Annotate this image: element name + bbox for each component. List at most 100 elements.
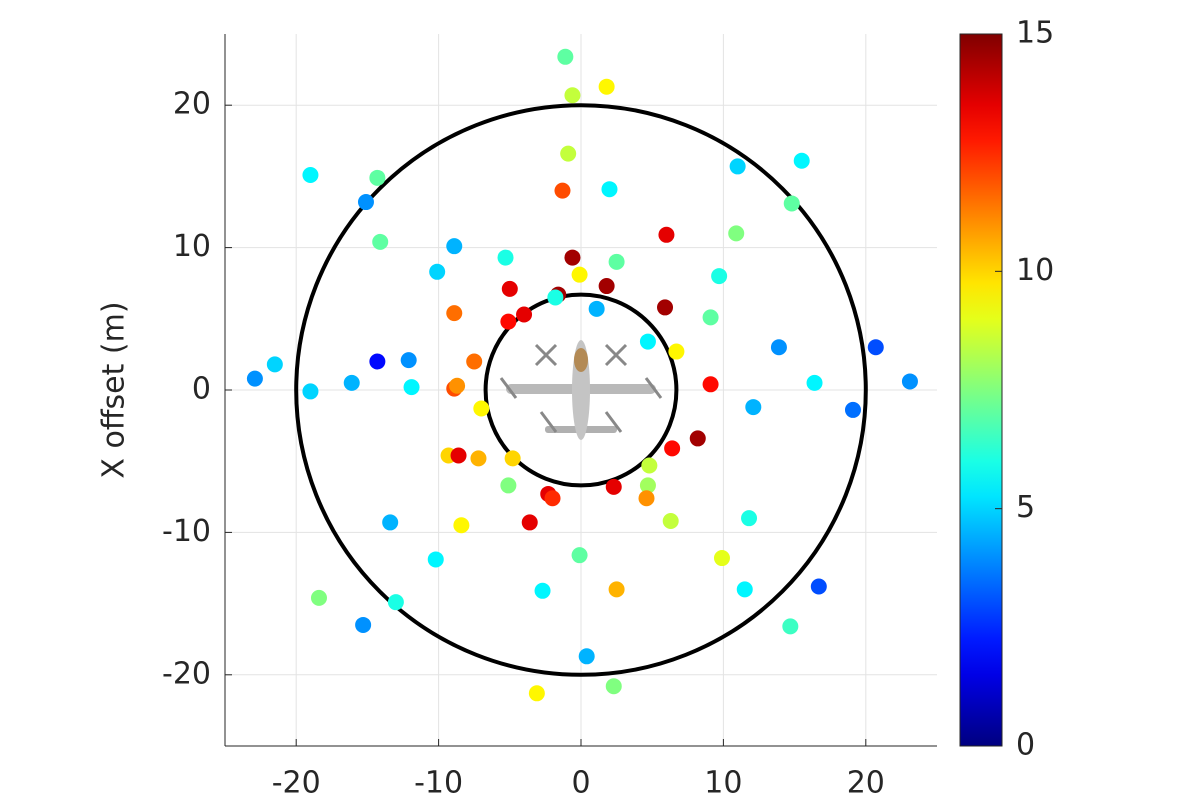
ring [483, 292, 679, 488]
point [657, 299, 674, 316]
point [403, 379, 420, 396]
point [449, 377, 466, 394]
point [382, 514, 399, 531]
point [473, 400, 490, 417]
point [302, 166, 319, 183]
point [729, 158, 746, 175]
point [564, 249, 581, 266]
point [544, 490, 561, 507]
y-axis-label: X offset (m) [97, 301, 132, 478]
point [844, 401, 861, 418]
x-tick-label: 10 [704, 766, 742, 801]
point [446, 305, 463, 322]
point [605, 678, 622, 695]
point [639, 333, 656, 350]
point [601, 181, 618, 198]
point [806, 374, 823, 391]
point [668, 343, 685, 360]
y-tick-label: -10 [162, 514, 211, 549]
rings [294, 103, 868, 677]
ticks: -20 -10 0 10 20 -20 -10 0 10 20 [162, 87, 885, 801]
point [638, 490, 655, 507]
point [745, 399, 762, 416]
point [560, 145, 577, 162]
point [608, 253, 625, 270]
point [728, 225, 745, 242]
point [658, 226, 675, 243]
points [246, 48, 918, 702]
point [578, 648, 595, 665]
point [588, 300, 605, 317]
point [783, 195, 800, 212]
point [711, 268, 728, 285]
point [639, 477, 656, 494]
point [793, 152, 810, 169]
point [547, 289, 564, 306]
point [605, 478, 622, 495]
aircraft-icon [499, 340, 663, 440]
point [741, 510, 758, 527]
point [372, 233, 389, 250]
point [357, 194, 374, 211]
point [557, 48, 574, 65]
point [369, 353, 386, 370]
colorbar-tick-label: 0 [1016, 728, 1035, 763]
point [453, 517, 470, 534]
point [516, 306, 533, 323]
point [400, 352, 417, 369]
point [664, 440, 681, 457]
point [528, 685, 545, 702]
point [355, 616, 372, 633]
point [387, 594, 404, 611]
point [571, 547, 588, 564]
point [343, 374, 360, 391]
point [369, 169, 386, 186]
point [564, 87, 581, 104]
point [713, 550, 730, 567]
colorbar-ticks: 0 5 10 15 [995, 16, 1054, 763]
ring [294, 103, 868, 677]
point [302, 383, 319, 400]
x-tick-label: -10 [414, 766, 463, 801]
point [504, 450, 521, 467]
colorbar-tick-label: 15 [1016, 16, 1054, 51]
colorbar-tick-label: 10 [1016, 253, 1054, 288]
point [641, 457, 658, 474]
point [497, 249, 514, 266]
point [782, 618, 799, 635]
point [554, 182, 571, 199]
x-tick-label: 20 [847, 766, 885, 801]
point [521, 514, 538, 531]
point [500, 477, 517, 494]
point [501, 280, 518, 297]
point [470, 450, 487, 467]
point [266, 356, 283, 373]
point [689, 430, 706, 447]
point [571, 266, 588, 283]
colorbar-tick-label: 5 [1016, 490, 1035, 525]
colorbar [959, 33, 1003, 747]
y-tick-label: 10 [173, 229, 211, 264]
point [246, 370, 263, 387]
point [702, 376, 719, 393]
x-tick-label: 0 [571, 766, 590, 801]
point [450, 447, 467, 464]
point [901, 373, 918, 390]
point [810, 578, 827, 595]
point [867, 339, 884, 356]
point [608, 581, 625, 598]
point [310, 589, 327, 606]
y-tick-label: 0 [192, 372, 211, 407]
point [598, 278, 615, 295]
y-tick-label: 20 [173, 87, 211, 122]
x-tick-label: -20 [272, 766, 321, 801]
point [427, 551, 444, 568]
point [662, 513, 679, 530]
y-tick-label: -20 [162, 656, 211, 691]
point [598, 78, 615, 95]
point [702, 309, 719, 326]
point [466, 353, 483, 370]
point [770, 339, 787, 356]
